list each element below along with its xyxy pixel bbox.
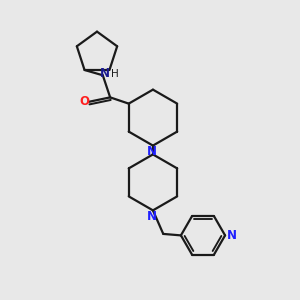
- Text: H: H: [111, 69, 119, 79]
- Text: O: O: [80, 95, 89, 108]
- Text: N: N: [147, 145, 157, 158]
- Text: N: N: [226, 229, 237, 242]
- Text: N: N: [100, 67, 110, 80]
- Text: N: N: [147, 210, 157, 223]
